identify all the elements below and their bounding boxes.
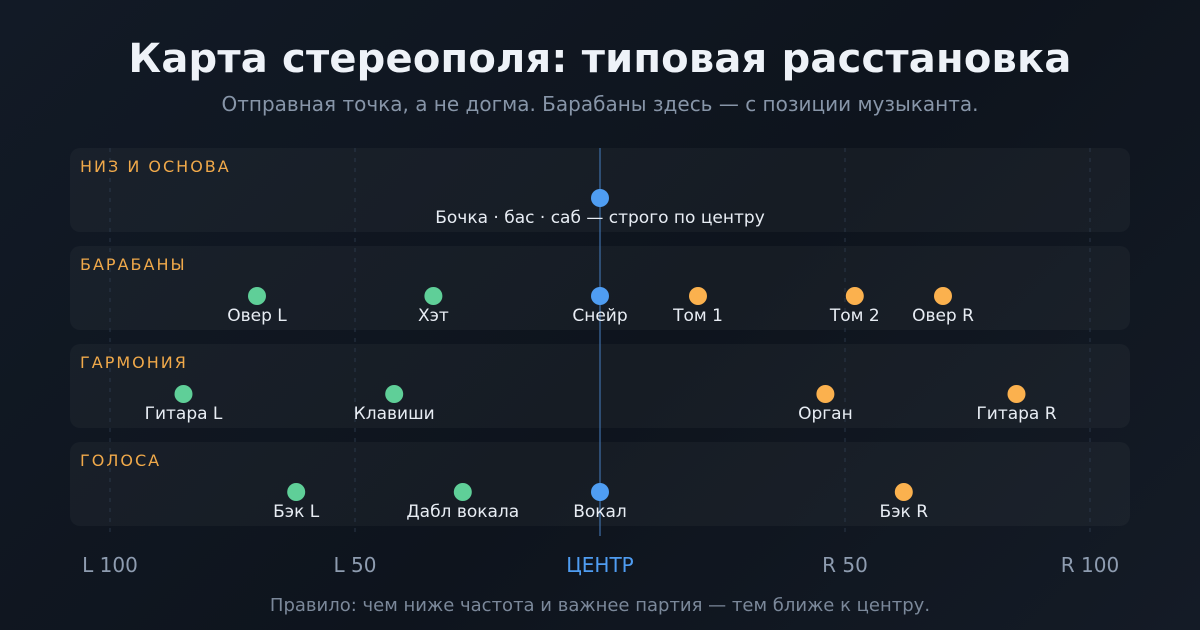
- pan-dot-left: [287, 483, 306, 501]
- page-title: Карта стереополя: типовая расстановка: [128, 36, 1072, 82]
- instrument-label: Овер L: [227, 306, 287, 326]
- pan-dot-right: [816, 385, 835, 403]
- instrument-label: Бэк R: [880, 502, 929, 522]
- row-label: НИЗ И ОСНОВА: [80, 157, 231, 176]
- axis-tick-label: L 100: [82, 553, 138, 577]
- pan-dot-center: [591, 287, 609, 305]
- instrument-label: Вокал: [573, 502, 627, 522]
- instrument-label: Клавиши: [354, 404, 435, 424]
- instrument-label: Бочка · бас · саб — строго по центру: [435, 208, 765, 228]
- pan-dot-center: [591, 483, 609, 501]
- instrument-label: Дабл вокала: [406, 502, 519, 522]
- pan-dot-right: [845, 287, 864, 305]
- pan-dot-left: [424, 287, 443, 305]
- pan-dot-right: [934, 287, 952, 305]
- pan-dot-left: [385, 385, 404, 403]
- pan-dot-left: [453, 483, 472, 501]
- axis-tick-label: R 50: [822, 553, 868, 577]
- row-label: ГОЛОСА: [80, 451, 161, 470]
- instrument-label: Овер R: [912, 306, 974, 326]
- instrument-label: Орган: [798, 404, 853, 424]
- axis-center-label: ЦЕНТР: [566, 553, 633, 577]
- instrument-label: Гитара R: [976, 404, 1056, 424]
- instrument-label: Бэк L: [273, 502, 320, 522]
- pan-dot-left: [248, 287, 266, 305]
- instrument-label: Гитара L: [145, 404, 223, 424]
- pan-dot-right: [894, 483, 913, 501]
- instrument-label: Том 2: [829, 306, 880, 326]
- instrument-label: Том 1: [672, 306, 723, 326]
- pan-dot-left: [174, 385, 193, 403]
- instrument-label: Снейр: [572, 306, 627, 326]
- row-label: БАРАБАНЫ: [80, 255, 187, 274]
- page-subtitle: Отправная точка, а не догма. Барабаны зд…: [221, 92, 979, 116]
- row-label: ГАРМОНИЯ: [80, 353, 188, 372]
- pan-dot-center: [591, 189, 609, 207]
- pan-dot-right: [689, 287, 707, 305]
- footer-rule: Правило: чем ниже частота и важнее парти…: [269, 595, 931, 616]
- pan-dot-right: [1007, 385, 1026, 403]
- axis-tick-label: R 100: [1061, 553, 1119, 577]
- instrument-label: Хэт: [418, 306, 449, 326]
- axis-tick-label: L 50: [334, 553, 377, 577]
